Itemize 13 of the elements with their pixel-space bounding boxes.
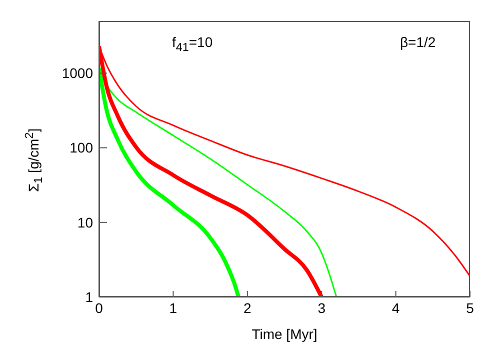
y-tick-label: 1000 (62, 65, 94, 82)
y-tick-label: 1 (85, 288, 94, 305)
x-tick-label: 4 (392, 300, 400, 316)
y-tick-label: 100 (70, 140, 94, 156)
annotation: f$_{41}$=10 (172, 34, 213, 54)
x-tick-label: 3 (318, 300, 326, 316)
x-tick-label: 5 (466, 300, 474, 316)
x-tick-label: 1 (169, 300, 178, 316)
x-axis-title: Time [Myr] (250, 326, 318, 342)
x-tick-label: 2 (244, 300, 252, 316)
x-tick-label: 0 (95, 300, 104, 316)
annotation: β=1/2 (400, 34, 436, 50)
y-tick-label: 10 (77, 214, 94, 230)
